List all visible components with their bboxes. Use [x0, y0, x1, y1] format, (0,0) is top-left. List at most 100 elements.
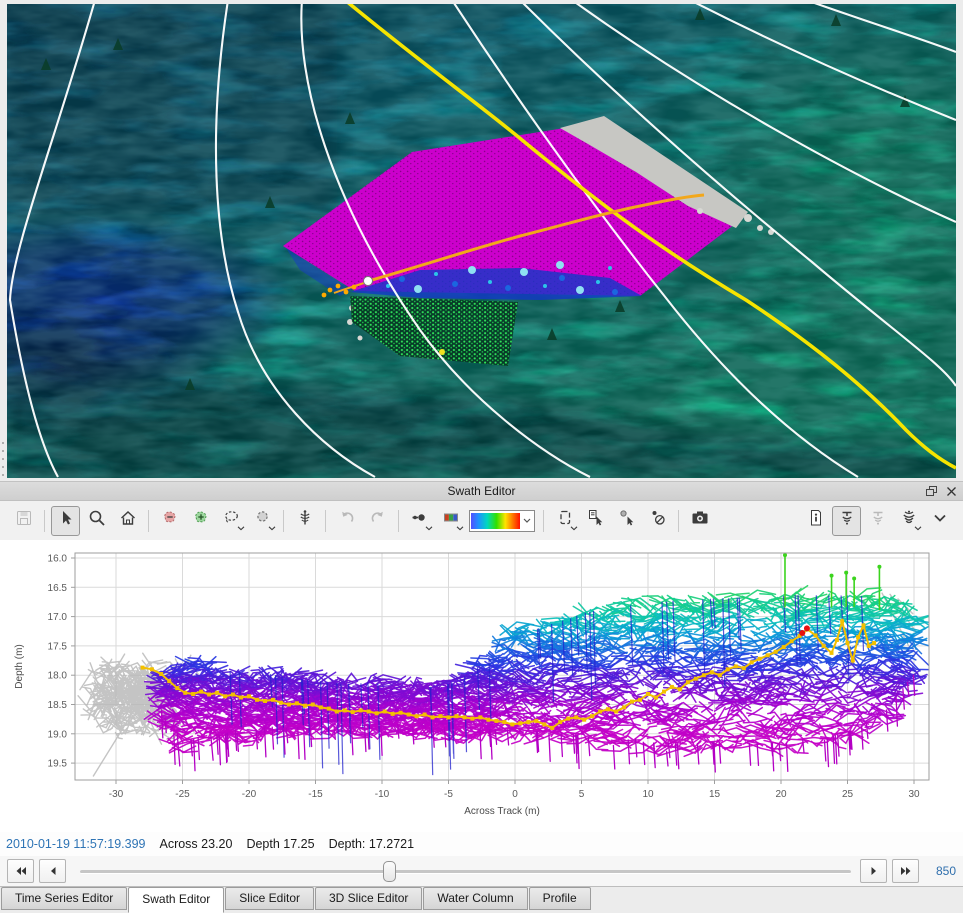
beam-view-icon [838, 509, 856, 532]
chevron-down-icon[interactable] [520, 512, 533, 530]
select-ping-button[interactable] [581, 506, 610, 536]
svg-text:-10: -10 [375, 789, 390, 800]
circle-select-button[interactable] [248, 506, 277, 536]
svg-text:16.0: 16.0 [48, 554, 68, 565]
float-icon[interactable] [925, 484, 938, 502]
undo-icon [338, 509, 356, 532]
status-line: 2010-01-19 11:57:19.399 Across 23.20 Dep… [0, 832, 963, 856]
select-beam-icon [618, 509, 636, 532]
ping-count: 850 [935, 864, 956, 878]
tab-time-series-editor[interactable]: Time Series Editor [1, 887, 128, 910]
toolbar-overflow-button[interactable] [925, 506, 954, 536]
cursor-button[interactable] [51, 505, 80, 536]
status-depth: Depth 17.25 [246, 837, 315, 851]
bathymetry-scene [2, 4, 956, 478]
svg-text:18.5: 18.5 [48, 700, 68, 711]
swath-select-button[interactable] [550, 506, 579, 536]
status-across: Across 23.20 [159, 837, 233, 851]
first-ping-button[interactable] [7, 859, 34, 883]
home-button[interactable] [113, 506, 142, 536]
select-beam-button[interactable] [612, 506, 641, 536]
toolbar-separator [148, 509, 149, 532]
tab-water-column[interactable]: Water Column [423, 887, 528, 910]
zoom-icon [88, 509, 106, 532]
chevron-down-icon[interactable] [456, 518, 464, 536]
beam-filter-button[interactable] [290, 506, 319, 536]
swath-plot-area[interactable]: 16.0 16.5 17.0 17.5 18.0 18.5 19.0 19.5 -30 -25 -2… [0, 540, 963, 832]
svg-text:16.5: 16.5 [48, 583, 68, 594]
slider-thumb[interactable] [383, 861, 397, 882]
undo-button [332, 506, 361, 536]
snapshot-icon [691, 509, 709, 532]
lasso-select-icon [223, 509, 241, 532]
slider-groove [80, 870, 851, 874]
close-icon[interactable] [946, 484, 957, 502]
beam-filter-icon [296, 509, 314, 532]
3d-subset-view[interactable] [0, 0, 963, 481]
snapshot-button[interactable] [685, 506, 714, 536]
chevron-down-icon[interactable] [268, 518, 276, 536]
svg-text:19.5: 19.5 [48, 759, 68, 770]
svg-text:25: 25 [842, 789, 854, 800]
chevron-down-icon[interactable] [914, 518, 922, 536]
beam-view-alt-icon [869, 509, 887, 532]
toolbar-separator [398, 509, 399, 532]
y-axis-label: Depth (m) [14, 644, 25, 688]
wedge-view-button[interactable] [894, 506, 923, 536]
svg-text:30: 30 [908, 789, 920, 800]
point-size-button[interactable] [405, 506, 434, 536]
beam-view-alt-button [863, 506, 892, 536]
toolbar-separator [44, 509, 45, 532]
tab-slice-editor[interactable]: Slice Editor [225, 887, 314, 910]
panel-title: Swath Editor [447, 484, 516, 498]
accept-area-button[interactable] [186, 506, 215, 536]
toolbar-separator [678, 509, 679, 532]
swath-plot: 16.0 16.5 17.0 17.5 18.0 18.5 19.0 19.5 -30 -25 -2… [0, 540, 963, 832]
wedge-view-icon [900, 509, 918, 532]
cursor-icon [57, 509, 75, 532]
next-ping-button[interactable] [860, 859, 887, 883]
reject-with-record-icon [649, 509, 667, 532]
accept-area-icon [192, 509, 210, 532]
reject-area-button[interactable] [155, 506, 184, 536]
svg-text:17.0: 17.0 [48, 612, 68, 623]
svg-text:20: 20 [775, 789, 787, 800]
x-axis-label: Across Track (m) [464, 806, 540, 817]
tab-profile[interactable]: Profile [528, 887, 591, 910]
ping-navigation-bar: 850 [0, 856, 963, 886]
lasso-select-button[interactable] [217, 506, 246, 536]
last-ping-button[interactable] [892, 859, 919, 883]
chevron-down-icon[interactable] [425, 518, 433, 536]
chevron-down-icon[interactable] [570, 518, 578, 536]
svg-text:10: 10 [642, 789, 654, 800]
info-document-button[interactable] [801, 506, 830, 536]
reject-with-record-button[interactable] [643, 506, 672, 536]
svg-text:-30: -30 [109, 789, 124, 800]
svg-text:5: 5 [579, 789, 585, 800]
colormap-gradient [471, 512, 520, 529]
point-color-button[interactable] [436, 506, 465, 536]
save-button [9, 506, 38, 536]
tab-swath-editor[interactable]: Swath Editor [128, 887, 225, 913]
tab-3d-slice-editor[interactable]: 3D Slice Editor [315, 887, 423, 910]
svg-text:15: 15 [709, 789, 721, 800]
chevron-down-icon[interactable] [237, 518, 245, 536]
point-color-icon [442, 509, 460, 532]
beam-view-button[interactable] [832, 505, 861, 536]
svg-text:18.0: 18.0 [48, 671, 68, 682]
swath-editor-toolbar [0, 501, 963, 540]
swath-editor-titlebar: Swath Editor [0, 481, 963, 501]
point-size-icon [411, 509, 429, 532]
previous-ping-button[interactable] [39, 859, 66, 883]
zoom-button[interactable] [82, 506, 111, 536]
colormap-select[interactable] [469, 509, 535, 532]
circle-select-icon [254, 509, 272, 532]
toolbar-separator [325, 509, 326, 532]
toolbar-separator [543, 509, 544, 532]
toolbar-separator [283, 509, 284, 532]
svg-text:-15: -15 [308, 789, 323, 800]
svg-text:0: 0 [512, 789, 518, 800]
ping-slider[interactable] [80, 860, 851, 882]
toolbar-overflow-icon [931, 509, 949, 532]
